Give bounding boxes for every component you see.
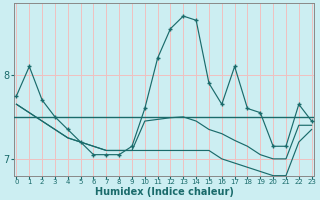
X-axis label: Humidex (Indice chaleur): Humidex (Indice chaleur) (95, 187, 234, 197)
